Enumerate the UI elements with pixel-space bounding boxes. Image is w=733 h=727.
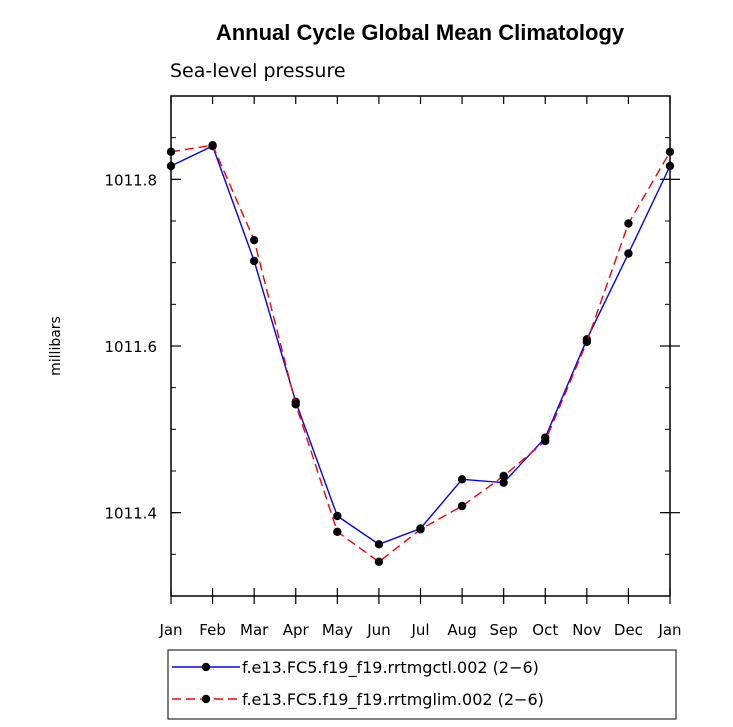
data-point [624, 249, 633, 258]
data-point [291, 400, 300, 409]
x-tick-label: Dec [614, 621, 643, 639]
series-line [170, 144, 671, 563]
data-point [333, 527, 342, 537]
chart-subtitle: Sea-level pressure [170, 60, 346, 82]
legend-marker [201, 694, 211, 704]
x-tick-label: Feb [199, 621, 226, 639]
series-line [170, 145, 671, 546]
legend-box [167, 649, 677, 720]
legend-marker [201, 662, 211, 672]
data-point [499, 471, 508, 481]
data-point [249, 235, 259, 245]
y-tick-label: 1011.8 [105, 171, 158, 189]
legend: f.e13.FC5.f19_f19.rrtmgctl.002 (2−6) f.e1… [167, 649, 677, 720]
data-point [249, 256, 259, 266]
legend-label: f.e13.FC5.f19_f19.rrtmgctl.002 (2−6) [242, 658, 539, 678]
legend-entry: f.e13.FC5.f19_f19.rrtmglim.002 (2−6) [172, 690, 544, 710]
x-tick-label: Jun [366, 621, 390, 639]
legend-label: f.e13.FC5.f19_f19.rrtmglim.002 (2−6) [242, 690, 544, 710]
x-tick-labels: Jan Feb Mar Apr May Jun Jul Aug Sep Oct Nov Dec Jan [158, 621, 681, 639]
x-tick-label: Jan [657, 621, 681, 639]
y-tick-label: 1011.4 [105, 505, 158, 523]
major-ticks [170, 96, 680, 604]
y-tick-labels: 1011.4 1011.6 1011.8 [105, 171, 158, 522]
data-point [582, 337, 592, 347]
series-2 [166, 140, 675, 567]
minor-ticks [171, 95, 670, 597]
data-point [333, 511, 342, 521]
x-tick-label: Mar [240, 621, 269, 639]
x-tick-label: Sep [490, 621, 518, 639]
data-point [457, 501, 467, 511]
series-1 [166, 141, 675, 549]
plot-frame [170, 95, 671, 597]
series-layer [166, 140, 675, 567]
data-point [499, 478, 508, 487]
data-point [416, 525, 425, 534]
data-point [457, 475, 467, 484]
data-point [374, 557, 384, 567]
data-point [374, 540, 384, 549]
x-tick-label: Jul [410, 621, 429, 639]
y-axis-label: millibars [48, 316, 64, 376]
data-point [624, 219, 633, 228]
data-point [541, 436, 550, 446]
data-point [208, 140, 217, 150]
x-tick-label: Nov [572, 621, 601, 639]
x-tick-label: Aug [447, 621, 476, 639]
x-tick-label: Oct [532, 621, 558, 639]
x-tick-label: Apr [283, 621, 310, 639]
y-tick-label: 1011.6 [105, 338, 158, 356]
legend-entry: f.e13.FC5.f19_f19.rrtmgctl.002 (2−6) [172, 658, 539, 678]
x-tick-label: Jan [158, 621, 182, 639]
x-tick-label: May [322, 621, 353, 639]
chart-title: Annual Cycle Global Mean Climatology [216, 20, 625, 45]
